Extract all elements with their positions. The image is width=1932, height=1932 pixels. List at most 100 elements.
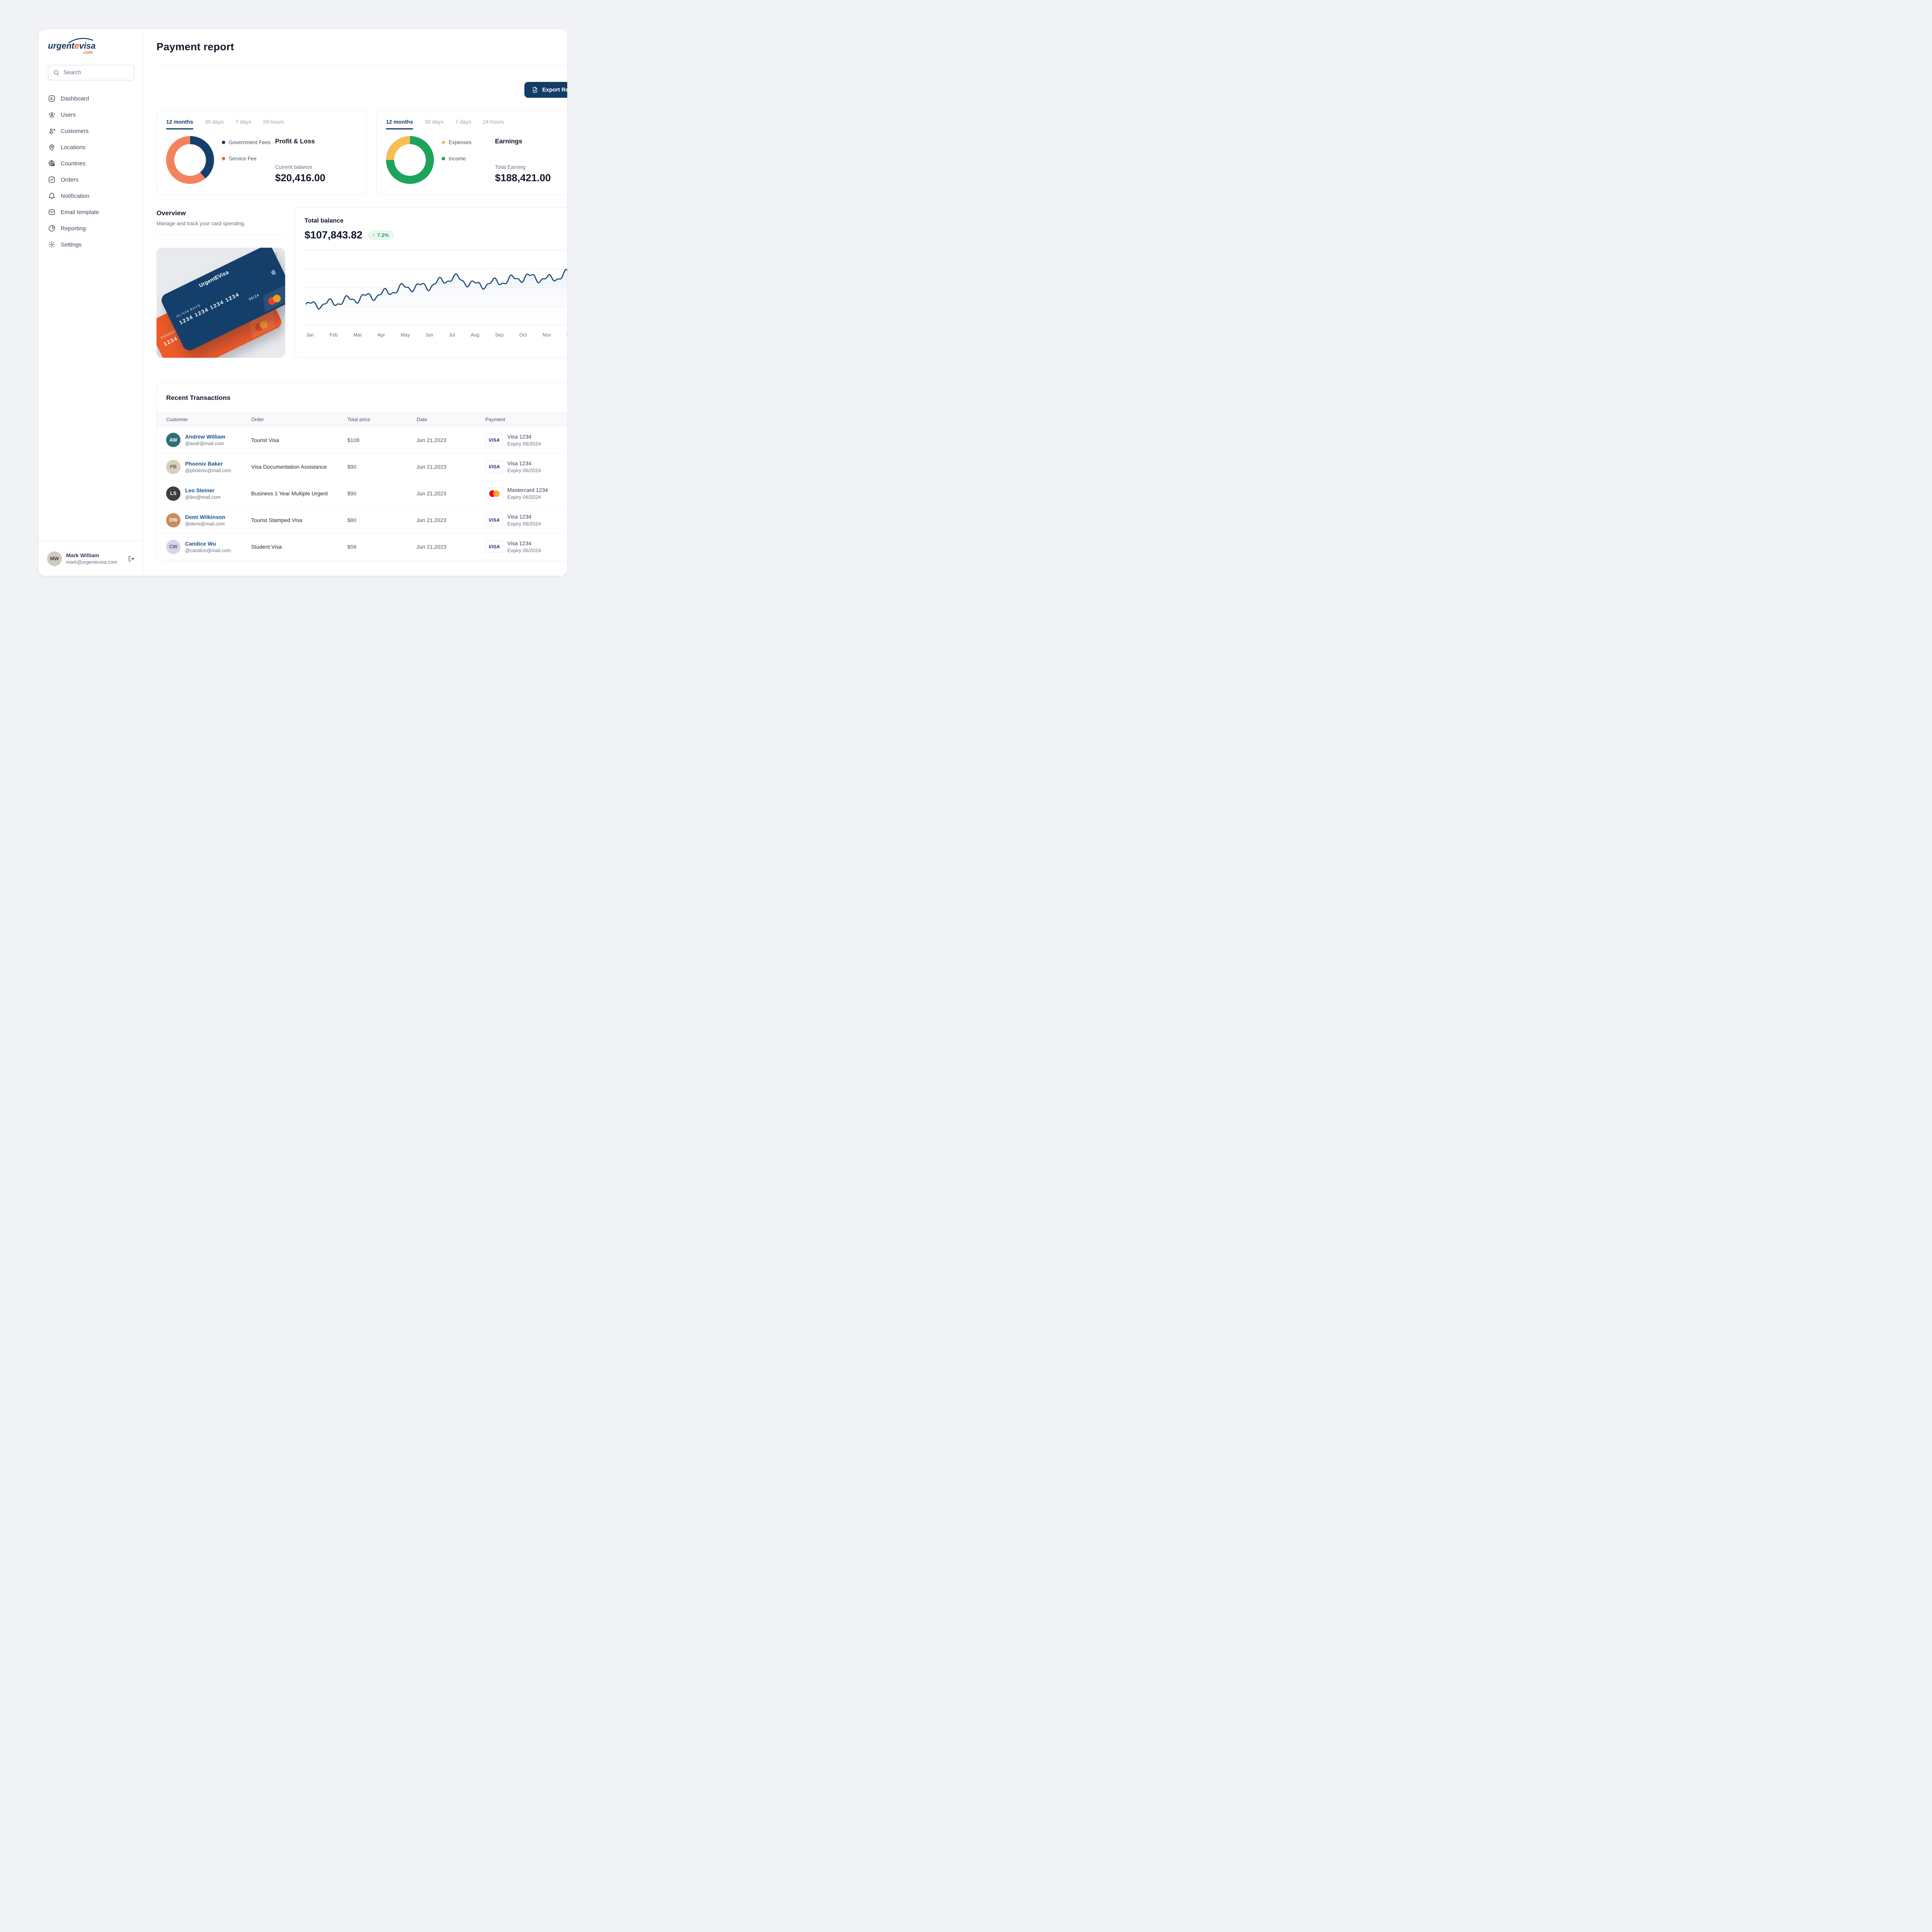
- orders-icon: [48, 176, 56, 184]
- table-row[interactable]: PB Phoenix Baker @phoenix@mail.com Visa Doc…: [157, 453, 567, 480]
- period-tabs: 12 months 30 days 7 days 24 hours: [386, 119, 567, 129]
- payment-line1: Mastercard 1234: [507, 487, 548, 493]
- contactless-icon: [268, 267, 279, 278]
- tab-12-months[interactable]: 12 months: [166, 119, 194, 129]
- total-earning-value: $188,421.00: [495, 172, 551, 184]
- table-header: Customer Order Total price Date Payment: [157, 412, 567, 427]
- order-cell: Business 1 Year Multiple Urgent: [251, 490, 328, 497]
- search-input[interactable]: [63, 70, 136, 76]
- customer-name[interactable]: Andrew William: [185, 434, 226, 440]
- tab-7-days[interactable]: 7 days: [455, 119, 471, 125]
- sidebar-item-label: Notification: [61, 192, 90, 199]
- sidebar-item-label: Settings: [61, 241, 82, 248]
- date-cell: Jun 21,2023: [417, 544, 447, 550]
- sidebar-item-label: Customers: [61, 128, 89, 134]
- visa-logo-icon: VISA: [485, 461, 503, 473]
- column-header-payment: Payment: [485, 416, 505, 422]
- sidebar-item-label: Countries: [61, 160, 86, 167]
- avatar: LS: [166, 486, 180, 501]
- profit-loss-legend: Government Fees Service Fee: [222, 139, 275, 162]
- logo-accent: e: [74, 41, 79, 51]
- payment-cell: VISA Visa 1234 Expiry 06/2024: [485, 434, 567, 447]
- overview-title: Overview: [156, 209, 186, 217]
- customer-name[interactable]: Leo Steiner: [185, 487, 215, 493]
- total-balance-card: Total balance $107,843.82 ↑ 7.2%: [295, 207, 567, 358]
- app-canvas: urgentevisa .com Dashboard Users Customers…: [39, 29, 567, 576]
- table-row[interactable]: DW Demi Wilkinson @demi@mail.com Tourist St…: [157, 507, 567, 533]
- price-cell: $108: [347, 437, 360, 443]
- sidebar-item-reporting[interactable]: Reporting: [48, 220, 134, 236]
- payment-cell: Mastercard 1234 Expiry 06/2024: [485, 487, 567, 500]
- avatar: AW: [166, 433, 180, 447]
- tab-7-days[interactable]: 7 days: [235, 119, 252, 125]
- sidebar-item-dashboard[interactable]: Dashboard: [48, 90, 134, 107]
- search-icon: [53, 69, 60, 76]
- export-report-button[interactable]: Export Report: [524, 82, 567, 98]
- search-box[interactable]: [48, 65, 136, 80]
- sidebar-item-notification[interactable]: Notification: [48, 188, 134, 204]
- legend-item-income: Income: [442, 156, 495, 162]
- earnings-legend: Expenses Income: [442, 139, 495, 162]
- tab-24-hours[interactable]: 24 hours: [483, 119, 504, 125]
- tab-12-months[interactable]: 12 months: [386, 119, 413, 129]
- visa-logo-icon: VISA: [485, 434, 503, 446]
- sidebar-item-settings[interactable]: Settings: [48, 236, 134, 253]
- customer-email: @andr@mail.com: [185, 441, 224, 446]
- card-brand: UrgentEVisa: [198, 269, 230, 289]
- month-label: May: [400, 332, 410, 338]
- legend-dot: [442, 141, 445, 144]
- sidebar-item-email-template[interactable]: Email template: [48, 204, 134, 220]
- month-label: Sep: [495, 332, 504, 338]
- locations-icon: [48, 143, 56, 151]
- date-cell: Jun 21,2023: [417, 517, 447, 523]
- tab-30-days[interactable]: 30 days: [425, 119, 444, 125]
- order-cell: Tourist Visa: [251, 437, 279, 443]
- avatar: MW: [47, 551, 62, 566]
- sidebar-item-locations[interactable]: Locations: [48, 139, 134, 155]
- customer-name[interactable]: Demi Wilkinson: [185, 514, 226, 520]
- balance-area-path: [306, 269, 567, 328]
- payment-line2: Expiry 06/2024: [507, 521, 541, 527]
- customer-email: @leo@mail.com: [185, 494, 221, 500]
- column-header-order: Order: [251, 416, 264, 422]
- payment-line1: Visa 1234: [507, 460, 532, 466]
- column-header-customer: Customer: [166, 416, 188, 422]
- current-balance-label: Current balance: [275, 164, 313, 170]
- table-row[interactable]: CW Candice Wu @candice@mail.com Student Vis…: [157, 533, 567, 560]
- payment-line2: Expiry 06/2024: [507, 548, 541, 553]
- sidebar-item-countries[interactable]: Countries: [48, 155, 134, 172]
- legend-item-expenses: Expenses: [442, 139, 495, 145]
- tab-24-hours[interactable]: 24 hours: [263, 119, 284, 125]
- avatar: DW: [166, 513, 180, 527]
- legend-dot: [222, 157, 225, 160]
- visa-logo-icon: VISA: [485, 514, 503, 526]
- users-icon: [48, 111, 56, 119]
- legend-dot: [222, 141, 225, 144]
- payment-line2: Expiry 06/2024: [507, 494, 541, 500]
- table-row[interactable]: AW Andrew William @andr@mail.com Tourist Vi…: [157, 427, 567, 453]
- tab-30-days[interactable]: 30 days: [205, 119, 224, 125]
- sidebar-item-customers[interactable]: Customers: [48, 123, 134, 139]
- logout-icon[interactable]: [128, 555, 135, 563]
- month-label: Oct: [519, 332, 527, 338]
- customer-name[interactable]: Phoenix Baker: [185, 460, 223, 467]
- table-row[interactable]: LS Leo Steiner @leo@mail.com Business 1 Yea…: [157, 480, 567, 507]
- sidebar-profile: MW Mark William mark@urgentevisa.com: [39, 541, 144, 576]
- customer-name[interactable]: Candice Wu: [185, 540, 216, 547]
- price-cell: $90: [347, 490, 357, 497]
- month-label: Feb: [329, 332, 338, 338]
- legend-label: Government Fees: [229, 139, 271, 145]
- column-header-date: Date: [417, 416, 427, 422]
- x-axis-labels: JanFebMarAprMayJunJulAugSepOctNovDec: [304, 332, 567, 338]
- notification-icon: [48, 192, 56, 200]
- payment-cell: VISA Visa 1234 Expiry 06/2024: [485, 514, 567, 527]
- brand-logo: urgentevisa .com: [48, 38, 96, 55]
- month-label: Nov: [542, 332, 551, 338]
- overview-subtitle: Manage and track your card spending.: [156, 221, 246, 226]
- sidebar-item-users[interactable]: Users: [48, 107, 134, 123]
- total-earning-label: Total Earning: [495, 164, 526, 170]
- sidebar-item-orders[interactable]: Orders: [48, 172, 134, 188]
- sidebar-item-label: Locations: [61, 144, 86, 151]
- payment-line1: Visa 1234: [507, 540, 532, 546]
- order-cell: Student Visa: [251, 544, 282, 550]
